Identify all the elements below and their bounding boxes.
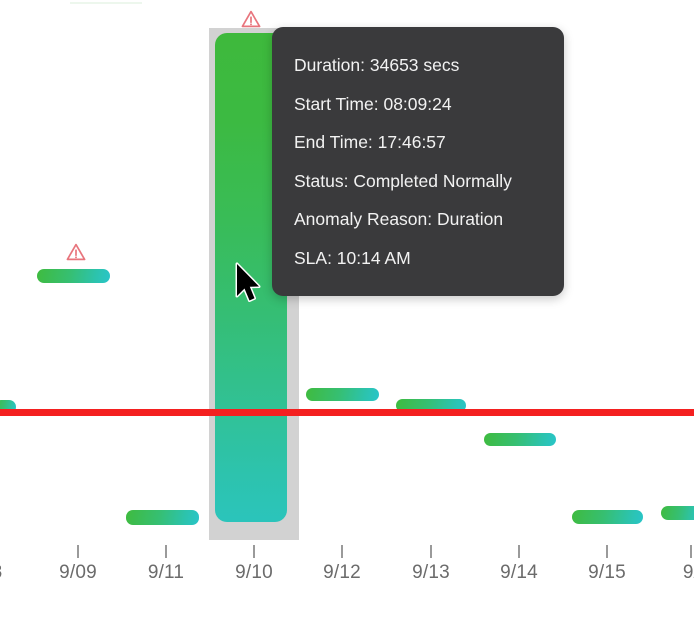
axis-tick-label: 9/09: [59, 562, 97, 583]
bar-9-09[interactable]: [37, 269, 110, 283]
axis-tick-label: 9/12: [323, 562, 361, 583]
bar-9-11[interactable]: [126, 510, 199, 525]
axis-tick: [77, 545, 79, 558]
axis-tick-label: 8: [0, 562, 38, 584]
axis-tick: [690, 545, 692, 558]
top-edge-artifact: [70, 2, 142, 4]
tooltip-row-anomaly-reason: Anomaly Reason: Duration: [294, 209, 504, 229]
bar-9-12-upper[interactable]: [306, 388, 379, 401]
bar-9-16-right-edge[interactable]: [661, 506, 694, 520]
axis-tick-label: 9/14: [500, 562, 538, 583]
tooltip-row-status: Status: Completed Normally: [294, 170, 512, 191]
warning-triangle-icon[interactable]: [241, 10, 261, 28]
axis-tick-label: 9/10: [235, 562, 273, 583]
tooltip-row-duration: Duration: 34653 secs: [294, 55, 460, 75]
tooltip-row-start-time: Start Time: 08:09:24: [294, 93, 452, 114]
sla-threshold-line: [0, 409, 694, 416]
bar-detail-tooltip: Duration: 34653 secs Start Time: 08:09:2…: [272, 27, 564, 296]
x-axis: 8 9/09 9/11 9/10 9/12 9/13 9/14 9/15 9/: [0, 540, 694, 638]
axis-tick-label: 9/13: [412, 562, 450, 583]
axis-tick: [518, 545, 520, 558]
bar-9-13[interactable]: [484, 433, 556, 446]
axis-tick-label: 9/15: [588, 562, 626, 583]
bar-9-15[interactable]: [572, 510, 643, 524]
axis-tick: [606, 545, 608, 558]
axis-tick: [341, 545, 343, 558]
axis-tick-label: 9/: [682, 562, 694, 583]
axis-tick: [165, 545, 167, 558]
bar-9-12-lower[interactable]: [396, 399, 466, 412]
axis-tick: [253, 545, 255, 558]
warning-triangle-icon[interactable]: [66, 243, 86, 261]
tooltip-row-end-time: End Time: 17:46:57: [294, 132, 446, 152]
axis-tick-label: 9/11: [147, 562, 185, 583]
axis-tick: [430, 545, 432, 558]
tooltip-row-sla: SLA: 10:14 AM: [294, 247, 411, 268]
